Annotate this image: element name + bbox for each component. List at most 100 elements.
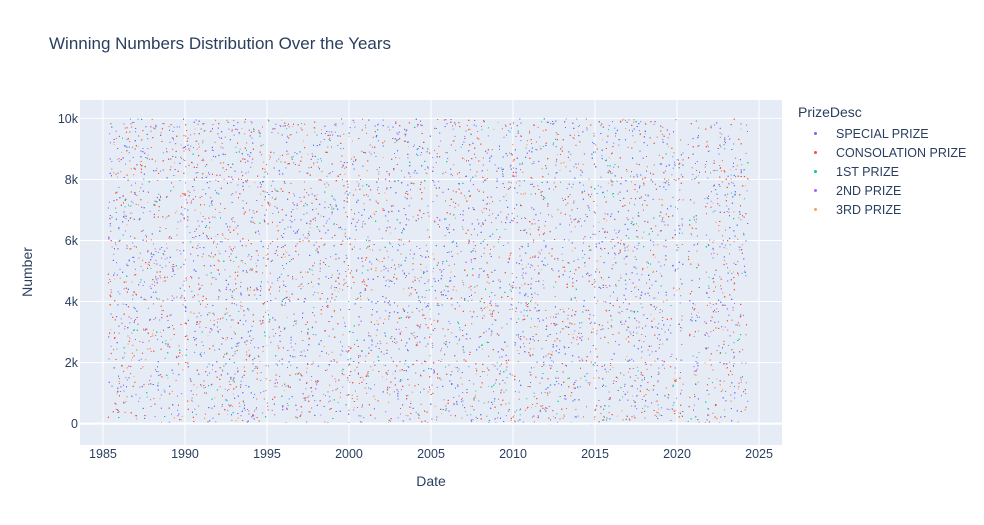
data-point [488,328,490,330]
data-point [448,410,450,412]
data-point [733,351,735,353]
data-point [371,263,373,265]
data-point [454,135,456,137]
data-point [536,310,538,312]
data-point [620,321,622,323]
data-point [696,218,698,220]
data-point [132,256,134,258]
data-point [150,259,152,261]
data-point [333,360,335,362]
data-point [340,341,341,343]
data-point [464,298,466,300]
data-point [405,370,407,372]
data-point [397,393,399,395]
data-point [447,158,449,160]
data-point [525,252,527,254]
data-point [607,165,609,167]
data-point [452,201,454,203]
data-point [585,214,587,216]
data-point [628,119,630,121]
data-point [697,316,698,318]
data-point [510,318,512,320]
data-point [171,182,172,184]
data-point [665,255,667,257]
data-point [253,397,255,398]
data-point [536,361,538,363]
data-point [713,252,715,254]
series-special-prize [107,118,749,425]
data-point [117,148,119,149]
data-point [490,155,492,157]
data-point [316,404,318,406]
data-point [416,343,418,345]
data-point [478,223,480,225]
data-point [126,379,128,381]
data-point [386,227,388,229]
data-point [520,384,522,386]
data-point [596,333,598,335]
data-point [151,233,153,235]
data-point [480,307,482,309]
data-point [114,242,116,244]
data-point [723,256,725,258]
data-point [537,318,539,320]
data-point [442,261,444,263]
data-point [459,329,461,331]
data-point [433,369,435,371]
data-point [173,126,175,128]
data-point [450,173,452,175]
data-point [429,318,431,320]
data-point [324,125,326,127]
data-point [554,306,556,308]
data-point [675,269,676,271]
data-point [578,399,580,401]
data-point [323,406,325,407]
data-point [264,214,266,216]
data-point [631,358,633,360]
data-point [519,163,521,165]
data-point [133,321,135,323]
data-point [109,223,111,225]
data-point [537,294,539,296]
data-point [434,280,436,282]
data-point [376,181,378,183]
data-point [110,291,112,293]
data-point [379,167,380,169]
data-point [553,361,554,363]
data-point [529,354,531,356]
data-point [446,252,448,253]
data-point [319,144,321,146]
data-point [489,209,490,211]
data-point [604,405,606,407]
data-point [384,365,386,366]
data-point [251,137,253,139]
data-point [290,226,292,228]
data-point [726,211,728,213]
data-point [339,410,341,412]
data-point [294,320,296,322]
data-point [712,304,714,306]
data-point [645,400,647,402]
data-point [150,399,152,401]
data-point [280,126,282,127]
data-point [532,336,534,337]
data-point [361,214,363,216]
data-point [522,277,524,279]
data-point [143,207,145,209]
data-point [421,296,423,298]
data-point [632,217,634,219]
data-point [479,376,481,377]
data-point [624,247,626,249]
data-point [326,131,328,132]
data-point [184,146,186,148]
data-point [497,305,499,307]
data-point [239,240,241,242]
data-point [237,184,239,186]
data-point [575,379,577,381]
data-point [399,245,401,246]
data-point [194,295,195,297]
data-point [118,186,120,188]
data-point [720,146,722,148]
data-point [274,188,276,190]
data-point [593,143,595,145]
